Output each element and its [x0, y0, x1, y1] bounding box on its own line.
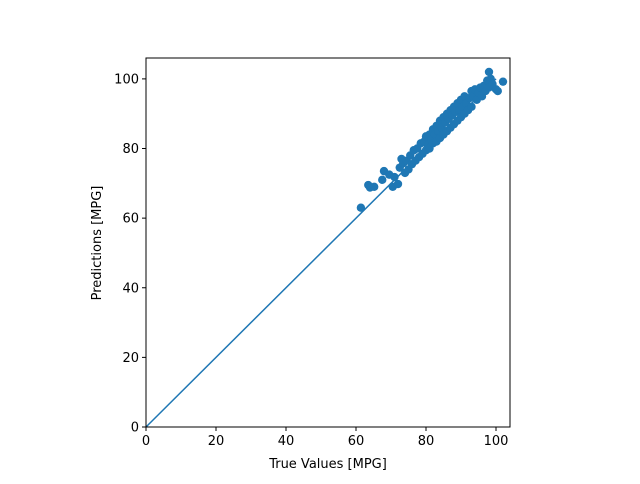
x-tick-label: 100 [484, 434, 509, 449]
x-tick-label: 60 [348, 434, 365, 449]
data-point [484, 67, 494, 77]
y-tick-label: 0 [131, 421, 139, 436]
x-tick-label: 80 [418, 434, 435, 449]
axes-frame [145, 57, 511, 428]
data-point [370, 182, 379, 192]
data-point [378, 175, 387, 185]
axes-layer: 0 20 40 60 80 100 0 20 40 60 80 100 [114, 57, 511, 449]
data-point [393, 179, 403, 189]
data-point [493, 86, 502, 96]
plot-layer [145, 67, 508, 428]
x-tick-label: 0 [142, 434, 150, 449]
y-axis-label: Predictions [MPG] [90, 186, 105, 301]
y-tick-label: 60 [122, 212, 139, 227]
x-axis-label: True Values [MPG] [268, 457, 387, 472]
y-tick-label: 80 [122, 142, 139, 157]
x-tick-label: 40 [278, 434, 295, 449]
data-point [390, 172, 399, 182]
x-tick-label: 20 [208, 434, 225, 449]
y-tick-label: 40 [122, 281, 139, 296]
data-point [467, 102, 476, 111]
y-tick-label: 100 [114, 72, 139, 87]
data-point [498, 77, 508, 86]
data-point [356, 203, 366, 212]
y-tick-label: 20 [122, 351, 139, 366]
